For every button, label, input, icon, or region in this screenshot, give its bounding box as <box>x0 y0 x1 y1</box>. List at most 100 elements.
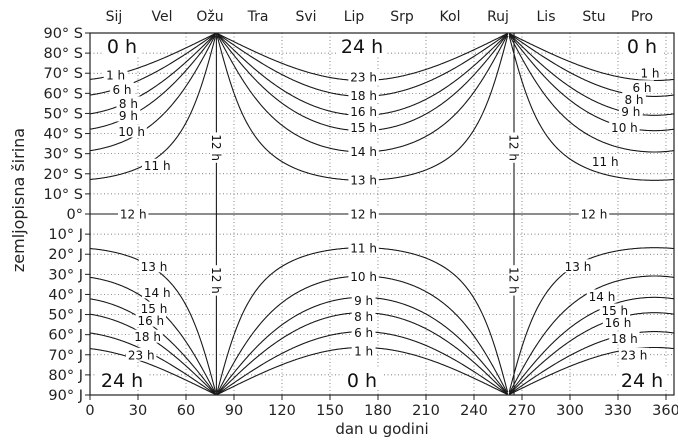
contour-label-bg <box>138 301 170 315</box>
contour-1h <box>508 32 675 82</box>
contour-label-bg <box>508 265 521 296</box>
contour-label-bg <box>351 293 376 307</box>
y-tick-label: 90° S <box>43 26 83 42</box>
contour-13h <box>508 247 674 393</box>
contour-label-text: 6 h <box>112 83 131 97</box>
y-axis-label: zemljopisna širina <box>9 127 28 273</box>
contour-label: 12 h <box>507 132 521 163</box>
contour-label: 12 h <box>209 265 224 296</box>
contour-11h <box>508 35 674 181</box>
y-tick-label: 10° J <box>48 227 83 243</box>
contour-label: 14 h <box>142 285 173 300</box>
contour-label-text: 12 h <box>120 208 147 222</box>
contour-label: 15 h <box>348 120 379 135</box>
contour-label-text: 8 h <box>624 93 643 107</box>
contour-label: 9 h <box>116 108 141 123</box>
contour-label-bg <box>348 88 379 102</box>
x-tick-label: 240 <box>460 403 488 419</box>
contour-label: 12 h <box>507 265 521 296</box>
contour-label-text: 23 h <box>621 348 648 362</box>
contour-label-text: 1 h <box>106 69 125 83</box>
contour-label: 1 h <box>351 343 376 358</box>
contour-label-text: 11 h <box>350 242 377 256</box>
region-label: 0 h <box>627 36 657 58</box>
y-tick-label: 60° J <box>48 328 83 344</box>
y-tick-label: 20° J <box>48 247 83 263</box>
contour-label-bg <box>348 144 379 158</box>
contour-label-text: 10 h <box>350 270 377 284</box>
x-tick-label: 270 <box>508 403 536 419</box>
y-tick-label: 70° J <box>48 348 83 364</box>
contour-label-bg <box>348 172 379 186</box>
contour-label-bg <box>578 207 610 220</box>
y-tick-label: 80° J <box>48 368 83 384</box>
contour-label-bg <box>142 158 173 172</box>
contour-label-text: 18 h <box>134 330 161 344</box>
month-label: Lip <box>344 9 365 25</box>
contour-label: 11 h <box>142 158 173 173</box>
contour-label-text: 6 h <box>354 326 373 340</box>
contour-label: 16 h <box>348 104 379 119</box>
contour-label-text: 12 h <box>209 267 223 294</box>
region-label: 24 h <box>341 36 383 58</box>
contour-label: 11 h <box>348 241 379 256</box>
contour-label: 10 h <box>609 120 640 135</box>
contour-label-bg <box>508 132 521 163</box>
region-label: 0 h <box>347 370 377 392</box>
region-label: 0 h <box>107 36 137 58</box>
contour-label-bg <box>618 347 650 361</box>
contour-label-text: 23 h <box>350 71 377 85</box>
contour-label-text: 12 h <box>507 267 521 294</box>
contour-label-text: 16 h <box>137 314 164 328</box>
contour-label-bg <box>351 309 376 323</box>
y-tick-label: 50° J <box>48 308 83 324</box>
y-tick-label: 20° S <box>43 167 83 183</box>
x-tick-label: 150 <box>316 403 344 419</box>
contour-label: 23 h <box>348 70 379 85</box>
x-tick-label: 90 <box>225 403 243 419</box>
contour-label-bg <box>103 68 128 82</box>
contour-label-bg <box>599 303 630 317</box>
x-tick-label: 30 <box>129 403 147 419</box>
x-tick-label: 330 <box>604 403 632 419</box>
contour-label-bg <box>210 132 224 163</box>
region-label-bg <box>342 366 382 389</box>
contour-label-text: 9 h <box>621 105 640 119</box>
contour-label-bg <box>586 289 618 303</box>
x-axis-ticks: 0 30 60 90 120 150 180 210 240 270 300 330 360 <box>85 395 678 419</box>
contour-label: 8 h <box>116 96 141 111</box>
contour-label-text: 12 h <box>507 134 521 161</box>
contour-label: 10 h <box>116 124 147 139</box>
region-label: 24 h <box>101 370 143 392</box>
region-label: 24 h <box>621 370 663 392</box>
contour-label-bg <box>590 154 621 168</box>
contour-label-text: 23 h <box>128 348 155 362</box>
contour-label-bg <box>135 313 166 327</box>
contour-10h <box>508 34 675 153</box>
month-label: Ožu <box>196 9 223 25</box>
contour-label: 10 h <box>348 269 379 284</box>
contour-label-bg <box>116 108 141 122</box>
contour-label: 23 h <box>126 347 157 362</box>
contour-label: 15 h <box>599 303 630 318</box>
contour-label-bg <box>618 104 643 118</box>
contour-label-bg <box>126 347 157 361</box>
contour-label-bg <box>142 285 173 299</box>
y-tick-label: 80° S <box>43 46 83 62</box>
contour-label: 1 h <box>638 66 662 81</box>
contour-label-text: 1 h <box>354 344 373 358</box>
contour-9h <box>508 33 675 132</box>
y-axis-ticks: 90° S 80° S 70° S 60° S 50° S 40° S 30° S 20° S… <box>43 26 90 404</box>
contour-label: 14 h <box>348 144 379 159</box>
y-tick-label: 60° S <box>43 86 83 102</box>
contour-label-bg <box>348 207 379 220</box>
contour-label: 13 h <box>562 259 594 274</box>
contour-label-text: 14 h <box>144 286 171 300</box>
contour-label-text: 15 h <box>350 121 377 135</box>
contour-9h <box>89 33 217 130</box>
contour-label-bg <box>138 259 170 273</box>
y-tick-label: 70° S <box>43 66 83 82</box>
contour-label: 1 h <box>103 68 128 83</box>
contour-label-text: 14 h <box>589 290 616 304</box>
